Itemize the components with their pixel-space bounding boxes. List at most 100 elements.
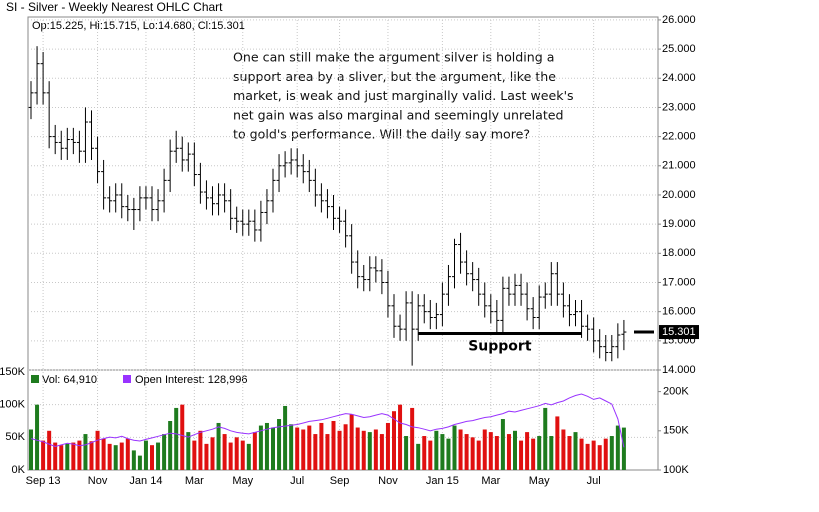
x-tick-label: Sep 13 — [26, 475, 61, 487]
volume-bar — [210, 437, 215, 470]
y2-tick-label: 200K — [663, 386, 689, 398]
volume-bar — [101, 438, 106, 470]
volume-bar — [615, 425, 620, 470]
volume-bar — [65, 443, 70, 470]
volume-bar — [77, 440, 82, 470]
volume-bar — [603, 438, 608, 470]
volume-bar — [131, 450, 136, 470]
volume-bar — [301, 429, 306, 470]
volume-bar — [216, 422, 221, 470]
volume-bar — [47, 430, 52, 470]
volume-bar — [519, 440, 524, 470]
volume-bar — [543, 407, 548, 470]
volume-bar — [452, 425, 457, 470]
volume-bar — [470, 437, 475, 470]
volume-bar — [573, 432, 578, 470]
volume-bar — [143, 440, 148, 470]
volume-bar — [513, 430, 517, 470]
volume-bar — [71, 442, 76, 470]
x-tick-label: Jan 15 — [426, 475, 459, 487]
x-tick-label: Jul — [587, 475, 601, 487]
volume-bar — [35, 404, 40, 470]
volume-bar — [404, 436, 409, 470]
volume-bar — [198, 430, 203, 470]
legend-swatch — [31, 375, 39, 383]
volume-bar — [113, 445, 118, 470]
volume-bar — [458, 429, 463, 470]
volume-bar — [168, 421, 173, 470]
volume-bar — [228, 442, 233, 470]
x-tick-label: Nov — [378, 475, 398, 487]
volume-bar — [361, 430, 366, 470]
volume-bar — [392, 411, 396, 470]
x-tick-label: Jan 14 — [129, 475, 162, 487]
volume-bar — [506, 434, 511, 470]
volume-bar — [258, 425, 263, 470]
y-tick-label: 14.000 — [662, 364, 696, 376]
volume-bar — [410, 407, 415, 470]
volume-bar — [180, 404, 185, 470]
y-tick-label: 26.000 — [662, 14, 696, 26]
volume-bar — [597, 445, 602, 470]
chart-title: SI - Silver - Weekly Nearest OHLC Chart — [6, 0, 223, 14]
volume-bar — [488, 432, 493, 470]
volume-bar — [325, 434, 330, 470]
annotation-line: net gain was also marginal and seemingly… — [233, 107, 564, 122]
volume-bar — [482, 429, 487, 470]
volume-bar — [119, 442, 124, 470]
volume-bar — [428, 440, 433, 470]
volume-bar — [83, 434, 88, 470]
volume-bar — [476, 440, 481, 470]
volume-bar — [162, 434, 167, 470]
volume-bar — [434, 430, 439, 470]
volume-bar — [561, 429, 566, 470]
annotation-line: support area by a sliver, but the argume… — [233, 69, 556, 84]
volume-bar — [337, 430, 342, 470]
volume-bar — [398, 404, 403, 470]
x-tick-label: Nov — [88, 475, 108, 487]
volume-bar — [585, 443, 590, 470]
y-tick-label: 20.000 — [662, 189, 696, 201]
volume-bar — [319, 422, 324, 470]
volume-bar — [89, 441, 94, 470]
volume-bar — [440, 434, 445, 470]
annotation-line: to gold's performance. Will the daily sa… — [233, 127, 530, 142]
volume-bar — [464, 434, 469, 470]
volume-bar — [609, 436, 614, 470]
volume-bar — [150, 445, 154, 470]
volume-bar — [579, 438, 584, 470]
volume-bar — [289, 424, 294, 470]
volume-bar — [367, 432, 372, 470]
volume-bar — [349, 414, 354, 470]
volume-bar — [125, 438, 130, 470]
y2-tick-label: 100K — [663, 464, 689, 476]
y-tick-label: 23.000 — [662, 101, 696, 113]
legend-entry: Open Interest: 128,996 — [135, 374, 248, 386]
legend-swatch — [123, 375, 131, 383]
volume-bar — [549, 436, 554, 470]
volume-bar — [331, 421, 336, 470]
volume-bar — [137, 455, 142, 470]
volume-bar — [204, 443, 209, 470]
y-tick-label: 24.000 — [662, 72, 696, 84]
last-price-box — [659, 325, 699, 340]
y-tick-label: 22.000 — [662, 131, 696, 143]
volume-bar — [222, 434, 227, 470]
volume-bar — [385, 422, 390, 470]
volume-bar — [555, 416, 560, 470]
volume-bar — [246, 443, 251, 470]
volume-bar — [295, 427, 300, 470]
y-tick-label: 17.000 — [662, 276, 696, 288]
y-tick-label: 50K — [5, 431, 25, 443]
volume-bar — [422, 436, 427, 470]
y-tick-label: 100K — [0, 399, 26, 411]
x-tick-label: Sep — [330, 475, 350, 487]
volume-bar — [234, 437, 239, 470]
y2-tick-label: 150K — [663, 425, 689, 437]
volume-bar — [621, 427, 626, 470]
volume-bar — [264, 422, 269, 470]
y-tick-label: 25.000 — [662, 43, 696, 55]
last-price-label: 15.301 — [662, 326, 696, 338]
